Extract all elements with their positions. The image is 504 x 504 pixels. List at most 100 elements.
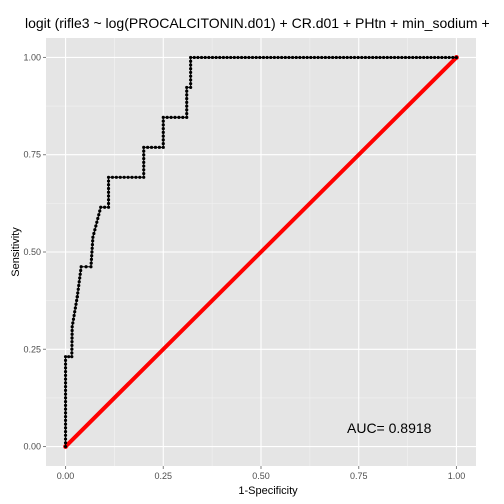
roc-point [247, 55, 251, 60]
roc-point [185, 89, 189, 93]
roc-point [161, 123, 165, 127]
roc-point [118, 175, 122, 179]
y-tick-label: 0.25 [23, 344, 41, 354]
roc-point [110, 175, 115, 179]
roc-point [63, 370, 68, 374]
roc-point [173, 115, 177, 119]
x-tick-label: 0.25 [155, 471, 173, 481]
roc-point [396, 55, 400, 60]
roc-point [341, 55, 346, 60]
roc-point [63, 437, 68, 441]
roc-point [157, 145, 161, 149]
roc-point [345, 55, 349, 60]
roc-point [276, 55, 280, 60]
roc-point [63, 444, 68, 449]
roc-point [76, 291, 80, 295]
roc-point [411, 55, 415, 60]
roc-point [189, 82, 193, 86]
roc-point [63, 411, 68, 415]
roc-point [287, 55, 291, 60]
roc-point [422, 55, 426, 60]
roc-point [243, 55, 247, 60]
roc-point [142, 145, 146, 149]
roc-point [106, 179, 111, 183]
roc-point [305, 55, 309, 60]
roc-point [316, 55, 320, 60]
roc-point [99, 205, 103, 209]
roc-point [360, 55, 364, 60]
roc-point [63, 385, 68, 389]
roc-point [349, 55, 353, 60]
roc-point [134, 175, 138, 179]
roc-point [142, 149, 146, 153]
roc-point [106, 183, 111, 187]
roc-point [63, 396, 68, 400]
roc-point [63, 414, 68, 419]
roc-point [70, 340, 74, 344]
roc-point [301, 55, 306, 60]
roc-point [161, 145, 165, 149]
roc-point [70, 351, 74, 355]
roc-point [71, 321, 75, 325]
roc-point [229, 55, 233, 60]
roc-point [429, 55, 433, 60]
roc-points [63, 55, 459, 449]
roc-point [153, 145, 158, 149]
roc-point [451, 55, 455, 60]
roc-point [440, 55, 444, 60]
roc-point [72, 313, 76, 318]
roc-point [454, 55, 459, 60]
roc-point [356, 55, 360, 60]
roc-point [78, 272, 82, 276]
roc-point [290, 55, 295, 60]
roc-point [91, 239, 95, 243]
roc-point [77, 283, 81, 288]
roc-point [96, 216, 100, 221]
roc-point [414, 55, 418, 60]
roc-point [185, 97, 189, 101]
roc-point [165, 115, 169, 119]
roc-point [218, 55, 222, 60]
roc-point [106, 198, 111, 202]
roc-point [94, 224, 98, 228]
roc-point [323, 55, 327, 60]
y-axis-title: Sensitivity [10, 227, 22, 277]
roc-point [250, 55, 255, 60]
roc-point [189, 78, 193, 82]
roc-point [89, 265, 93, 269]
roc-point [425, 55, 429, 60]
roc-point [189, 74, 193, 78]
roc-point [161, 138, 165, 142]
roc-point [70, 325, 74, 329]
roc-point [142, 171, 146, 176]
roc-point [261, 55, 266, 60]
roc-point [142, 160, 146, 164]
roc-point [142, 175, 146, 179]
roc-point [103, 205, 107, 209]
roc-point [70, 328, 74, 333]
y-tick-label: 1.00 [23, 52, 41, 62]
roc-point [192, 55, 196, 60]
roc-point [63, 426, 68, 430]
roc-point [363, 55, 368, 60]
roc-point [77, 280, 81, 284]
roc-point [352, 55, 357, 60]
roc-point [367, 55, 371, 60]
roc-point [70, 347, 74, 351]
roc-point [75, 298, 79, 303]
roc-point [114, 175, 118, 179]
roc-point [63, 422, 68, 426]
roc-point [400, 55, 404, 60]
roc-point [126, 175, 130, 179]
roc-point [161, 134, 165, 138]
roc-point [70, 343, 74, 348]
roc-point [97, 213, 101, 217]
roc-point [189, 67, 193, 71]
roc-point [70, 332, 74, 336]
roc-point [106, 201, 111, 206]
roc-point [106, 175, 111, 179]
roc-point [254, 55, 258, 60]
roc-point [392, 55, 397, 60]
roc-point [63, 433, 68, 437]
